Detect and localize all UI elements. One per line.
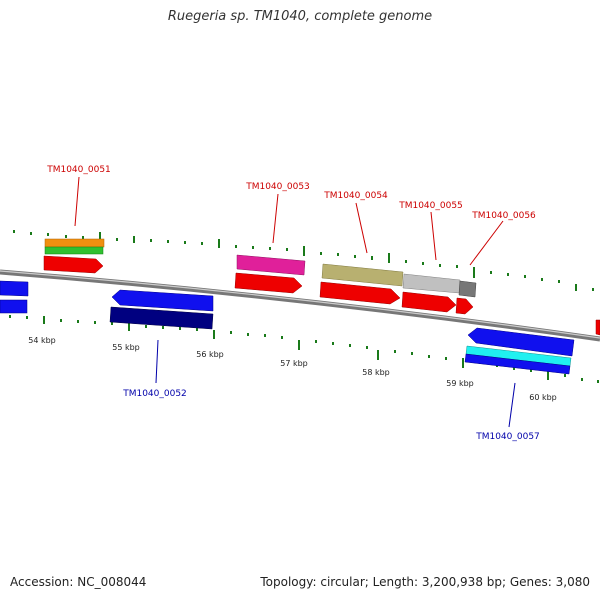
leader-0057: [508, 382, 516, 428]
gene-arrow-0052[interactable]: [111, 289, 214, 312]
gene-labels: TM1040_0051 TM1040_0053 TM1040_0054 TM10…: [46, 165, 540, 442]
genome-backbone-highlight: [0, 270, 600, 339]
scale-label-58: 58 kbp: [362, 368, 390, 377]
gene-arrow-0055[interactable]: [401, 291, 457, 313]
gene-label-0051[interactable]: TM1040_0051: [46, 165, 111, 175]
leader-lines: [74, 176, 516, 428]
upper-tick-row: [13, 230, 594, 291]
feature-olive-0054[interactable]: [321, 263, 404, 287]
leader-0055: [430, 211, 437, 261]
gene-label-0052[interactable]: TM1040_0052: [122, 389, 187, 399]
gene-label-0054[interactable]: TM1040_0054: [323, 191, 388, 201]
feature-orange-0051[interactable]: [44, 238, 105, 248]
accession-text: Accession: NC_008044: [10, 575, 147, 589]
scale-label-54: 54 kbp: [28, 336, 56, 345]
scale-label-55: 55 kbp: [112, 343, 140, 352]
gene-arrow-edge-left[interactable]: [0, 280, 29, 297]
feature-gray-0055[interactable]: [458, 280, 477, 298]
gene-label-0056[interactable]: TM1040_0056: [471, 211, 536, 221]
feature-navy-0052[interactable]: [109, 306, 214, 330]
gene-arrow-0053[interactable]: [234, 272, 303, 294]
genome-summary-text: Topology: circular; Length: 3,200,938 bp…: [260, 575, 590, 589]
feature-blue-edge-left[interactable]: [0, 299, 28, 314]
leader-0052: [155, 339, 159, 384]
leader-0051: [74, 176, 80, 227]
feature-silver-0055[interactable]: [402, 273, 461, 294]
gene-arrow-0057[interactable]: [467, 327, 575, 357]
gene-arrow-0054[interactable]: [319, 281, 401, 305]
gene-arrow-0056[interactable]: [455, 297, 474, 315]
genome-backbone: [0, 269, 600, 342]
gene-arrow-0051[interactable]: [43, 255, 104, 274]
leader-0056: [469, 220, 504, 266]
scale-label-57: 57 kbp: [280, 359, 308, 368]
map-title: Ruegeria sp. TM1040, complete genome: [167, 9, 433, 24]
feature-magenta-0053[interactable]: [236, 254, 306, 276]
gene-arrow-edge-right[interactable]: [595, 319, 600, 336]
gene-label-0055[interactable]: TM1040_0055: [398, 201, 463, 211]
scale-labels: 54 kbp 55 kbp 56 kbp 57 kbp 58 kbp 59 kb…: [28, 336, 557, 402]
leader-0054: [355, 202, 368, 254]
scale-label-60: 60 kbp: [529, 393, 557, 402]
scale-label-59: 59 kbp: [446, 379, 474, 388]
feature-blue-0057[interactable]: [464, 353, 571, 375]
feature-green-0051[interactable]: [44, 246, 104, 255]
scale-label-56: 56 kbp: [196, 350, 224, 359]
gene-label-0057[interactable]: TM1040_0057: [475, 432, 540, 442]
leader-0053: [272, 193, 279, 244]
gene-label-0053[interactable]: TM1040_0053: [245, 182, 310, 192]
